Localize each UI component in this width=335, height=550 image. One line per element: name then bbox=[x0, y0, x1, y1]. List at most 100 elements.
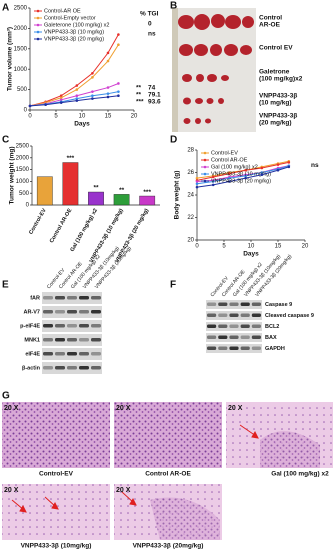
legend-marker bbox=[36, 30, 40, 34]
legend-marker bbox=[203, 158, 207, 162]
data-point bbox=[91, 71, 94, 75]
blot-band bbox=[67, 338, 77, 342]
x-tick-label: 0 bbox=[195, 244, 199, 250]
blot-band bbox=[218, 335, 228, 339]
legend-label: VNPP433-3β (20 mg/kg) bbox=[44, 36, 104, 42]
blot-strip bbox=[42, 362, 102, 374]
blot-band bbox=[207, 302, 217, 306]
tumor-label: (100 mg/kg)x2 bbox=[259, 76, 303, 83]
blot-band bbox=[251, 302, 261, 306]
tumor-label: AR-OE bbox=[259, 22, 281, 29]
data-point bbox=[195, 176, 199, 180]
blot-band bbox=[55, 324, 65, 328]
bar bbox=[88, 191, 104, 206]
blot-band bbox=[55, 352, 65, 356]
y-tick-label: 1000 bbox=[14, 67, 28, 73]
bar bbox=[139, 195, 156, 206]
y-tick-label: 24 bbox=[187, 193, 194, 199]
magnification: 20 X bbox=[228, 405, 243, 412]
tumor-label: Control bbox=[259, 15, 282, 22]
magnification: 20 X bbox=[4, 405, 19, 412]
y-tick-label: 1500 bbox=[14, 46, 28, 52]
blot-band bbox=[207, 313, 217, 317]
data-point bbox=[276, 163, 280, 166]
blot-row-label: BCL2 bbox=[265, 324, 279, 330]
panel-label: D bbox=[170, 135, 177, 146]
legend-label: Control AR-OE bbox=[211, 157, 248, 163]
blot-band bbox=[218, 313, 228, 317]
legend-label: Control-Empty vector bbox=[44, 15, 96, 21]
blot-band bbox=[55, 338, 65, 342]
blot-row-label: fAR bbox=[30, 295, 40, 301]
blot-row-label: Caspase 9 bbox=[265, 302, 292, 308]
blot-row-label: p-eIF4E bbox=[20, 323, 40, 329]
series-line bbox=[29, 34, 119, 107]
x-tick-label: Gal (100 mg/kg) x2 bbox=[69, 208, 99, 253]
data-point bbox=[287, 161, 291, 164]
y-axis-label: Tumor volume (mm³) bbox=[7, 27, 14, 91]
y-tick-label: 2500 bbox=[14, 6, 28, 12]
blot-band bbox=[207, 346, 217, 350]
blot-band bbox=[218, 346, 228, 350]
histology-images bbox=[2, 402, 333, 540]
y-tick-label: 28 bbox=[187, 148, 194, 154]
data-point bbox=[59, 98, 63, 102]
x-tick-label: 20 bbox=[302, 244, 309, 250]
data-point bbox=[106, 95, 110, 99]
blot-row-label: MNK1 bbox=[24, 337, 40, 343]
legend-label: VNPP433-3β (10 mg/kg) bbox=[44, 29, 104, 35]
data-point bbox=[117, 33, 120, 36]
y-tick-label: 20 bbox=[187, 238, 194, 244]
x-tick-label: 0 bbox=[28, 114, 32, 120]
tgi-label: 79.1 bbox=[148, 92, 161, 99]
magnification: 20 X bbox=[116, 487, 131, 494]
series-line bbox=[29, 95, 119, 107]
histology-caption: VNPP433-3β (10mg/kg) bbox=[21, 543, 92, 550]
blot-band bbox=[240, 313, 250, 317]
blot-row-label: BAX bbox=[265, 335, 277, 341]
histology-caption: VNPP433-3β (20mg/kg) bbox=[133, 543, 204, 550]
blot-band bbox=[79, 296, 89, 300]
blot-strip bbox=[206, 322, 262, 331]
x-tick-label: 10 bbox=[248, 244, 255, 250]
x-axis-label: Days bbox=[74, 121, 90, 128]
data-point bbox=[117, 43, 120, 47]
tgi-label: ns bbox=[148, 31, 156, 38]
y-tick-label: 2500 bbox=[16, 144, 30, 150]
blot-band bbox=[240, 302, 250, 306]
blot-band bbox=[251, 324, 261, 328]
significance: *** bbox=[67, 155, 75, 162]
blot-band bbox=[207, 324, 217, 328]
panel-label: B bbox=[170, 1, 177, 12]
legend-label: Gal (100 mg/kg) x2 bbox=[211, 164, 258, 170]
data-point bbox=[75, 88, 79, 91]
blot-strip bbox=[42, 292, 102, 304]
tumor-label: Control EV bbox=[259, 45, 293, 52]
data-point bbox=[260, 166, 264, 170]
tumor-label: (10 mg/kg) bbox=[259, 100, 292, 107]
data-point bbox=[228, 176, 231, 180]
data-point bbox=[211, 183, 215, 187]
data-point bbox=[195, 180, 199, 183]
data-point bbox=[260, 171, 264, 174]
blot-band bbox=[240, 324, 250, 328]
data-point bbox=[59, 101, 63, 104]
blot-band bbox=[67, 352, 77, 356]
legend-marker bbox=[203, 172, 207, 176]
data-point bbox=[91, 90, 94, 93]
data-point bbox=[195, 182, 199, 186]
data-point bbox=[75, 84, 79, 87]
significance: ** bbox=[119, 187, 125, 194]
legend-marker bbox=[36, 16, 40, 20]
significance: ** bbox=[136, 85, 142, 92]
data-point bbox=[106, 59, 110, 63]
data-point bbox=[91, 94, 94, 98]
x-tick-label: 20 bbox=[131, 114, 138, 120]
data-point bbox=[44, 103, 47, 106]
blot-band bbox=[229, 335, 239, 339]
data-point bbox=[106, 51, 110, 55]
data-point bbox=[106, 86, 110, 89]
panel-label: A bbox=[2, 3, 9, 14]
tgi-label: 74 bbox=[148, 85, 156, 92]
y-tick-label: 500 bbox=[19, 191, 30, 197]
